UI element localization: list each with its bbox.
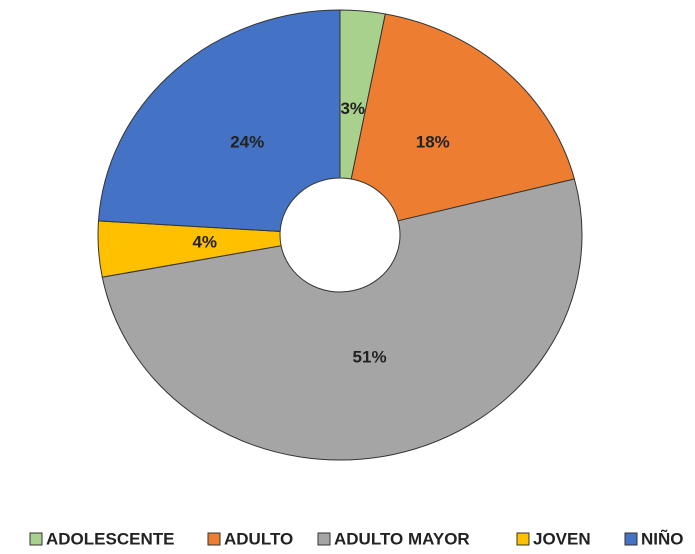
slice	[97, 9, 341, 232]
legend-label: ADULTO MAYOR	[334, 529, 470, 548]
legend-swatch	[624, 532, 638, 546]
data-label: 18%	[416, 133, 450, 152]
data-label: 4%	[192, 232, 217, 251]
legend-label: NIÑO	[641, 528, 684, 548]
slice	[101, 178, 583, 461]
data-label: 51%	[353, 347, 387, 366]
legend-label: JOVEN	[533, 529, 591, 548]
legend-label: ADULTO	[224, 529, 293, 548]
legend-swatch	[29, 532, 43, 546]
data-label: 3%	[340, 99, 365, 118]
data-label: 24%	[230, 133, 264, 152]
legend-swatch	[516, 532, 530, 546]
slice	[350, 13, 576, 222]
legend-label: ADOLESCENTE	[46, 529, 174, 548]
legend-swatch	[317, 532, 331, 546]
legend-swatch	[207, 532, 221, 546]
